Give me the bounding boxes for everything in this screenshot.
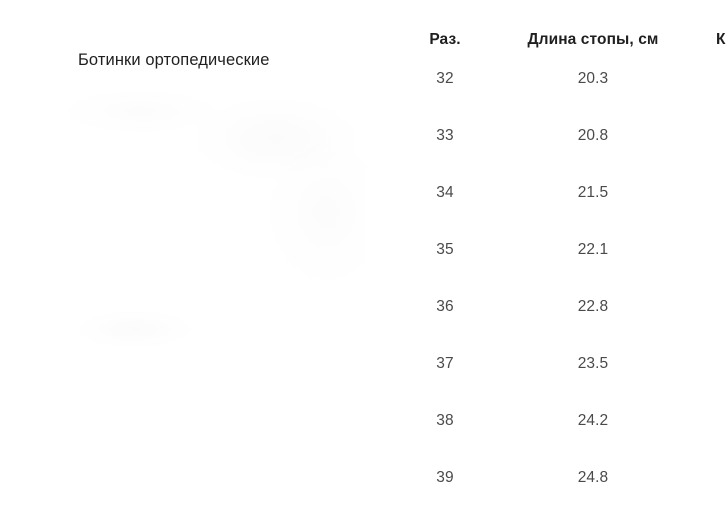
product-title-line-1: Ботинки ортопедические xyxy=(78,51,270,69)
column-header-size: Раз. xyxy=(429,31,461,48)
table-row: 34 21.5 xyxy=(400,182,728,208)
table-cell-foot_length: 24.8 xyxy=(577,469,609,486)
table-cell-foot_length: 20.3 xyxy=(577,70,609,87)
table-row: 33 20.8 xyxy=(400,125,728,151)
table-cell-size: 34 xyxy=(436,184,454,201)
product-block: Ботинки ортопедические SURSIL-ORTHO xyxy=(45,18,378,362)
page-title: Ботинки ортопедические SURSIL-ORTHO xyxy=(68,18,378,158)
table-cell-size: 33 xyxy=(436,127,454,144)
table-cell-foot_length: 23.5 xyxy=(577,355,609,372)
table-row: 38 24.2 xyxy=(400,410,728,436)
product-title-line-2: SURSIL-ORTHO xyxy=(68,107,194,125)
column-header-foot-length: Длина стопы, см xyxy=(527,31,659,48)
table-cell-size: 32 xyxy=(436,70,454,87)
table-cell-foot_length: 21.5 xyxy=(577,184,609,201)
table-cell-size: 37 xyxy=(436,355,454,372)
table-cell-size: 39 xyxy=(436,469,454,486)
table-cell-size: 38 xyxy=(436,412,454,429)
table-row: 35 22.1 xyxy=(400,239,728,265)
table-header-row: Раз. Длина стопы, см К xyxy=(400,30,728,54)
table-cell-foot_length: 24.2 xyxy=(577,412,609,429)
table-row: 37 23.5 xyxy=(400,353,728,379)
table-cell-foot_length: 22.1 xyxy=(577,241,609,258)
table-cell-foot_length: 22.8 xyxy=(577,298,609,315)
table-row: 36 22.8 xyxy=(400,296,728,322)
size-table-inner: Раз. Длина стопы, см К 32 20.3 33 20.8 34 21.… xyxy=(400,0,728,514)
table-cell-size: 36 xyxy=(436,298,454,315)
size-table: Раз. Длина стопы, см К 32 20.3 33 20.8 34 21.… xyxy=(400,0,728,514)
table-cell-foot_length: 20.8 xyxy=(577,127,609,144)
column-header-clipped: К xyxy=(716,31,726,48)
table-row: 32 20.3 xyxy=(400,68,728,94)
table-row: 39 24.8 xyxy=(400,467,728,493)
table-cell-size: 35 xyxy=(436,241,454,258)
